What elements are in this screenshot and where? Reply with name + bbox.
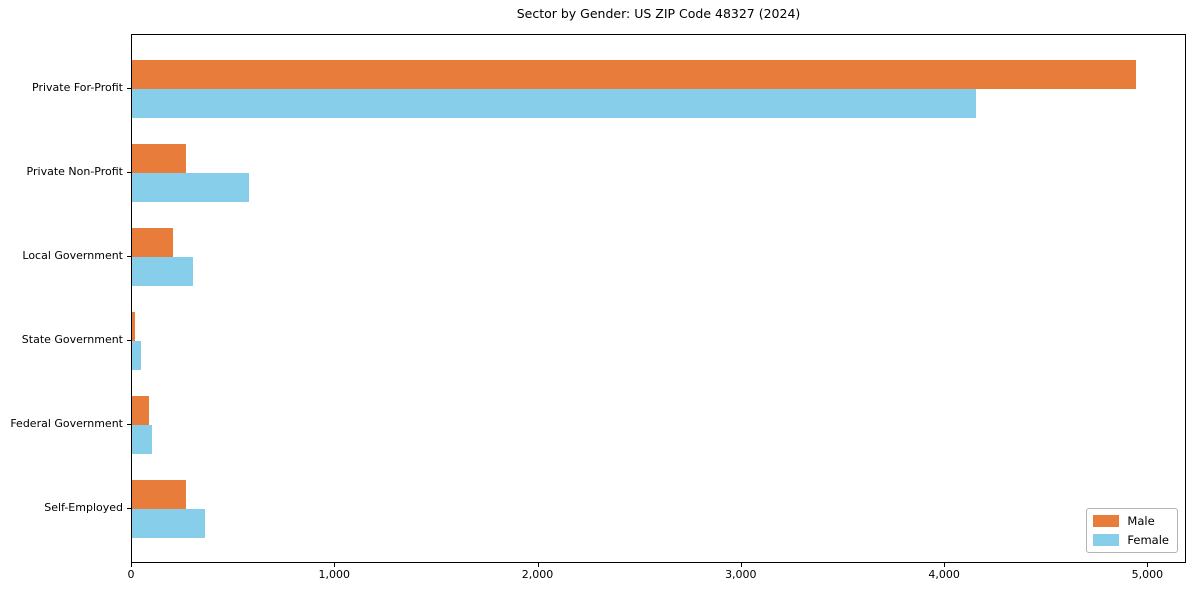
y-axis-tick-private-non-profit <box>127 171 131 173</box>
legend-swatch-male <box>1093 515 1120 527</box>
x-axis-tick-label-3: 3,000 <box>725 568 757 581</box>
legend: Male Female <box>1086 508 1178 553</box>
x-axis-tick-2 <box>537 563 539 567</box>
plot-area: Male Female <box>131 34 1186 563</box>
bar-male-federal-government <box>132 395 150 425</box>
bar-male-private-for-profit <box>132 60 1137 89</box>
x-axis-tick-4 <box>944 563 946 567</box>
bar-female-self-employed <box>132 508 206 538</box>
x-axis-tick-label-0: 0 <box>127 568 135 581</box>
y-axis-label-self-employed: Self-Employed <box>44 500 123 514</box>
y-axis-label-federal-government: Federal Government <box>10 416 123 430</box>
bar-male-self-employed <box>132 479 186 509</box>
x-axis-tick-label-1: 1,000 <box>318 568 351 581</box>
y-axis-tick-state-government <box>127 339 131 341</box>
x-axis-tick-label-2: 2,000 <box>521 568 554 581</box>
x-axis-tick-label-5: 5,000 <box>1131 568 1164 581</box>
x-axis-tick-5 <box>1147 563 1149 567</box>
x-axis-tick-0 <box>131 563 132 567</box>
bar-female-state-government <box>132 340 142 370</box>
y-axis-label-state-government: State Government <box>21 332 123 346</box>
y-axis-label-private-non-profit: Private Non-Profit <box>26 164 123 178</box>
legend-swatch-female <box>1093 534 1120 546</box>
chart-title: Sector by Gender: US ZIP Code 48327 (202… <box>516 6 801 21</box>
y-axis-tick-private-for-profit <box>127 88 131 89</box>
y-axis-tick-federal-government <box>127 423 131 425</box>
bar-male-private-non-profit <box>132 143 186 173</box>
legend-label-male: Male <box>1127 514 1155 528</box>
legend-item-female: Female <box>1093 533 1169 547</box>
bar-male-local-government <box>132 227 173 257</box>
bar-female-private-for-profit <box>132 89 976 118</box>
y-axis-tick-self-employed <box>127 507 131 509</box>
bar-female-private-non-profit <box>132 172 249 202</box>
bar-female-federal-government <box>132 424 153 454</box>
bar-female-local-government <box>132 256 193 286</box>
legend-label-female: Female <box>1127 533 1169 547</box>
legend-item-male: Male <box>1093 514 1169 528</box>
y-axis-label-private-for-profit: Private For-Profit <box>32 81 123 94</box>
y-axis-tick-local-government <box>127 255 131 257</box>
x-axis-tick-label-4: 4,000 <box>928 568 960 581</box>
y-axis-label-local-government: Local Government <box>22 248 123 262</box>
x-axis-tick-1 <box>334 563 336 567</box>
bar-male-state-government <box>132 311 136 341</box>
x-axis-tick-3 <box>740 563 742 567</box>
